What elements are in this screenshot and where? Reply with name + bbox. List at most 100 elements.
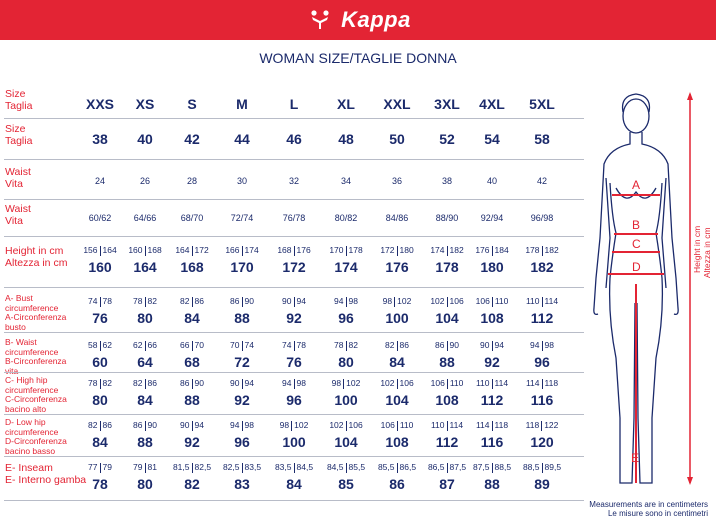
size-cell: 70 74 72 [222,340,262,370]
size-value: 84/86 [385,213,409,223]
range-max: 106 [399,378,414,388]
range-min: 90 [282,296,292,306]
size-value: 112 [435,433,459,450]
size-value: 32 [288,176,299,186]
range-divider [293,296,295,307]
range-pair: 106 110 [377,420,417,431]
size-cell: 94 98 96 [326,296,366,326]
height-label-it: Altezza in cm [702,227,710,278]
size-cell: 114 118 116 [472,420,512,450]
range-divider [491,296,493,307]
size-value: 38 [441,176,452,186]
size-cell: 52 [427,125,467,147]
range-max: 184 [494,245,509,255]
range-max: 90 [147,420,157,430]
size-value: 80 [137,475,153,492]
range-min: 66 [180,340,190,350]
row-label-line: Vita [5,178,23,190]
size-value: 36 [391,176,402,186]
range-max: 182 [449,245,464,255]
range-max: 86,5 [399,462,417,472]
range-min: 90 [180,420,190,430]
figure-letter-c: C [632,237,641,251]
row-label-line: A- Bust [5,293,33,303]
size-value: 48 [338,131,354,147]
range-max: 122 [544,420,559,430]
range-min: 86 [133,420,143,430]
range-pair: 62 66 [125,340,165,351]
row-label-line: circumference [5,346,59,357]
row-label: Waist Vita [5,166,31,190]
range-pair: 90 94 [274,296,314,307]
range-max: 90 [449,340,459,350]
kappa-omini-icon [311,10,329,29]
size-cell: 86,5 87,5 87 [427,462,467,492]
size-value: 84 [137,391,153,408]
row-label: C- High hip circumference C-Circonferenza b… [5,375,67,414]
range-pair: 90 94 [172,420,212,431]
range-divider [345,296,347,307]
size-cell: 82 86 84 [80,420,120,450]
size-cell: 98 102 100 [377,296,417,326]
range-max: 90 [244,296,254,306]
size-value: 92/94 [480,213,504,223]
range-pair: 86 90 [172,378,212,389]
size-value: 5XL [529,96,555,112]
size-value: 182 [530,258,554,275]
note-it: Le misure sono in centimetri [607,509,708,518]
range-max: 74 [244,340,254,350]
size-value: 164 [133,258,157,275]
range-divider [144,462,146,473]
range-min: 94 [334,296,344,306]
size-value: 60/62 [88,213,112,223]
row-label-line: D-Circonferenza [5,436,67,446]
size-cell: 90 94 92 [274,296,314,326]
range-divider [491,420,493,431]
range-divider [293,340,295,351]
range-max: 172 [194,245,209,255]
row-label-line: vita [5,365,19,376]
size-value: 84 [389,353,405,370]
row-label: A- Bust circumference A-Circonferenza busto [5,293,66,332]
range-pair: 156 164 [80,245,120,256]
size-cell: 82 86 84 [172,296,212,326]
size-cell: 86 90 88 [125,420,165,450]
size-value: 76 [286,353,302,370]
range-min: 94 [282,378,292,388]
range-min: 82 [180,296,190,306]
range-max: 98 [544,340,554,350]
range-max: 86 [147,378,157,388]
size-cell: 78 82 80 [80,378,120,408]
size-cell: 48 [326,125,366,147]
size-cell: XL [326,90,366,112]
size-cell: 74 78 76 [274,340,314,370]
range-pair: 160 168 [125,245,165,256]
size-value: 78 [92,475,108,492]
range-min: 77 [88,462,98,472]
range-pair: 90 94 [472,340,512,351]
range-max: 82,5 [194,462,212,472]
range-divider [345,462,347,473]
range-max: 106 [348,420,363,430]
size-value: 92 [184,433,200,450]
range-max: 82 [147,296,157,306]
size-cell: 78 82 80 [326,340,366,370]
row-divider [4,287,584,288]
size-value: 42 [184,131,200,147]
row-label-line: Size [5,88,26,100]
size-cell: 62 66 64 [125,340,165,370]
range-pair: 81,5 82,5 [172,462,212,473]
range-pair: 82 86 [125,378,165,389]
range-pair: 102 106 [427,296,467,307]
size-cell: 83,5 84,5 84 [274,462,314,492]
range-max: 110 [399,420,414,430]
size-cell: 82,5 83,5 83 [222,462,262,492]
row-label-line: Vita [5,215,23,227]
size-value: 72/74 [230,213,254,223]
range-min: 110 [475,378,490,388]
size-cell: 172 180 176 [377,245,417,275]
range-min: 176 [475,245,490,255]
range-divider [99,462,101,473]
size-value: 3XL [434,96,460,112]
size-value: 72 [234,353,250,370]
